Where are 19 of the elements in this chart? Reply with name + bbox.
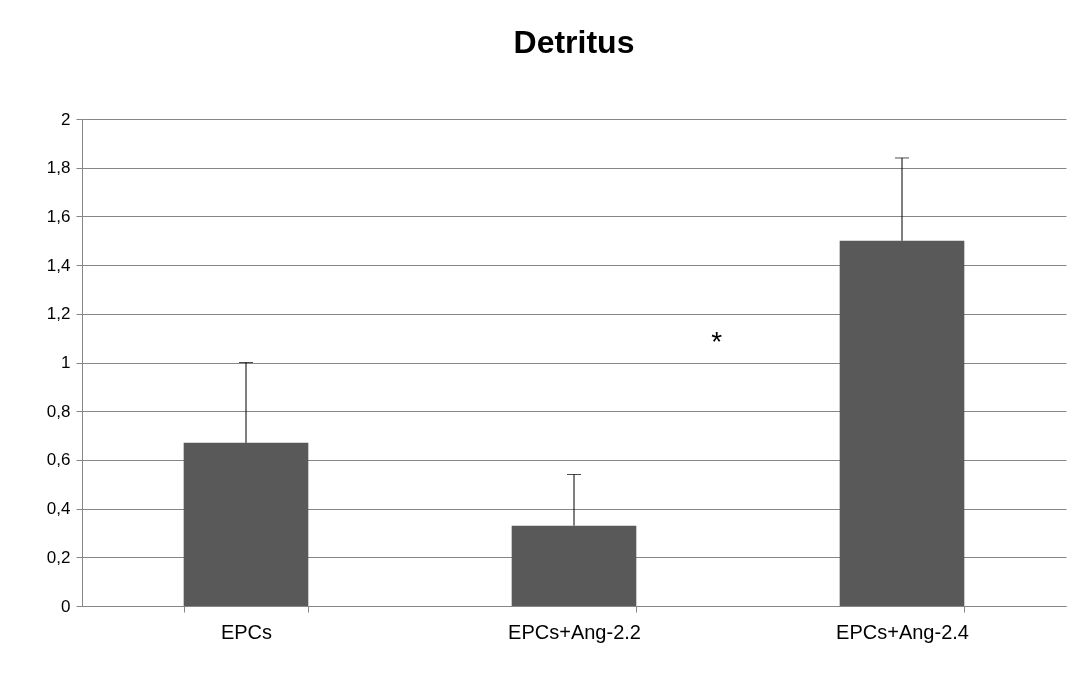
y-tick-label: 1,6: [46, 206, 71, 226]
bar: [511, 525, 637, 606]
y-tick-label: 1,2: [46, 304, 71, 324]
y-tick-label: 1,4: [46, 255, 71, 275]
y-tick-label: 1: [61, 353, 71, 372]
y-tick-label: 0,4: [46, 499, 71, 519]
y-tick-label: 0: [61, 596, 71, 616]
y-tick-label: 2: [61, 109, 71, 129]
x-tick-label: EPCs: [220, 620, 273, 643]
y-tick-label: 1,8: [46, 158, 71, 178]
x-tick-label: EPCs+Ang-2.2: [508, 620, 641, 643]
y-tick-label: 0,6: [46, 450, 71, 470]
bar: [183, 442, 309, 606]
bar: [839, 240, 965, 606]
y-tick-label: 0,2: [46, 547, 71, 567]
y-tick-label: 0,8: [46, 401, 71, 421]
x-tick-label: EPCs+Ang-2.4: [836, 620, 969, 643]
annotation: *: [711, 326, 723, 358]
chart-title: Detritus: [513, 24, 635, 60]
